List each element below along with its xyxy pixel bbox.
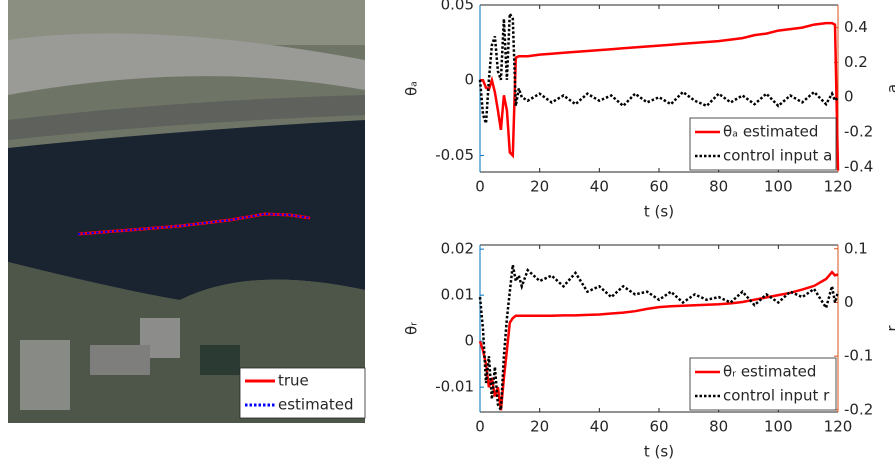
y2-tick-label: -0.4	[844, 157, 873, 175]
y-tick-label: -0.05	[435, 146, 474, 164]
x-tick-label: 80	[709, 418, 728, 436]
x-tick-label: 60	[649, 418, 668, 436]
y-tick-label: -0.01	[435, 378, 474, 396]
pond	[200, 345, 240, 375]
x-tick-label: 0	[475, 178, 485, 196]
legend-label: estimated	[278, 396, 354, 414]
y2-tick-label: 0	[844, 88, 854, 106]
x-tick-label: 100	[764, 418, 793, 436]
trajectory-line	[77, 212, 311, 235]
y2-axis-label: a	[884, 84, 895, 93]
x-axis-label: t (s)	[644, 203, 674, 221]
y2-tick-label: -0.2	[844, 122, 873, 140]
x-tick-label: 20	[530, 418, 549, 436]
series-line	[478, 9, 839, 124]
y2-tick-label: -0.2	[844, 400, 873, 418]
series-line	[480, 21, 840, 171]
y2-tick-label: 0.2	[844, 53, 868, 71]
building	[20, 340, 70, 410]
y-tick-label: 0	[464, 71, 474, 89]
x-tick-label: 100	[764, 178, 793, 196]
y-tick-label: 0.02	[441, 240, 474, 258]
x-tick-label: 40	[590, 418, 609, 436]
road	[8, 33, 365, 95]
x-tick-label: 120	[824, 178, 853, 196]
y-tick-label: 0.05	[441, 0, 474, 14]
legend-label: θₐ estimated	[723, 123, 818, 141]
x-tick-label: 40	[590, 178, 609, 196]
legend-box	[239, 367, 366, 419]
aerial-image	[8, 0, 365, 423]
y2-tick-label: 0	[844, 293, 854, 311]
y2-axis-label: r	[884, 325, 895, 332]
legend-label: true	[278, 372, 309, 390]
legend-box	[689, 357, 837, 411]
x-tick-label: 0	[475, 418, 485, 436]
y2-tick-label: 0.1	[844, 239, 868, 257]
y-tick-label: 0	[464, 332, 474, 350]
y-tick-label: 0.01	[441, 286, 474, 304]
legend-label: θᵣ estimated	[723, 363, 816, 381]
x-tick-label: 20	[530, 178, 549, 196]
building	[90, 345, 150, 375]
road	[8, 95, 365, 140]
x-tick-label: 80	[709, 178, 728, 196]
series-line	[478, 270, 839, 411]
legend-label: control input a	[723, 147, 832, 165]
y2-tick-label: 0.4	[844, 18, 868, 36]
legend-label: control input r	[723, 387, 830, 405]
y2-tick-label: -0.1	[844, 347, 873, 365]
y-axis-label: θₐ	[403, 81, 421, 96]
x-tick-label: 120	[824, 418, 853, 436]
x-tick-label: 60	[649, 178, 668, 196]
legend-box	[689, 117, 837, 171]
y-axis-label: θᵣ	[403, 322, 421, 335]
water	[8, 120, 365, 300]
x-axis-label: t (s)	[644, 443, 674, 461]
